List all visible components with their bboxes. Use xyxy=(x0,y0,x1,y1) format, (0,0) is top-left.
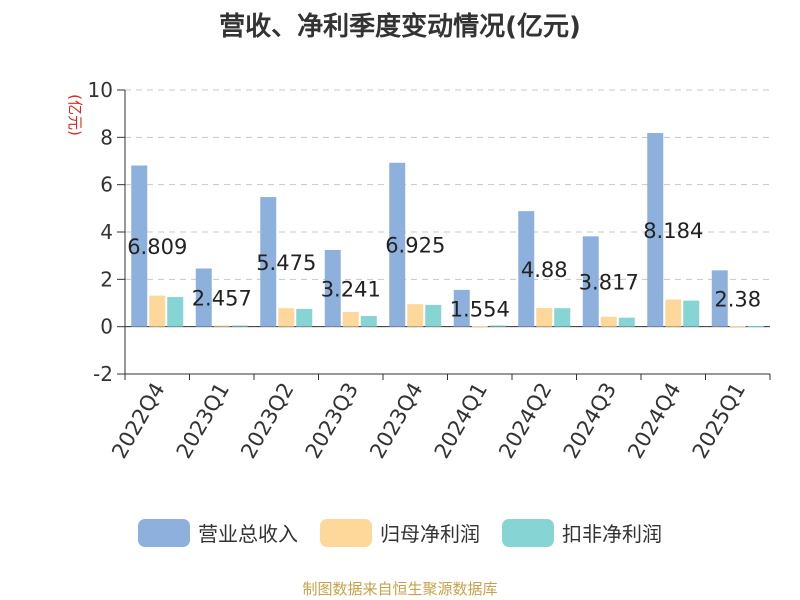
x-tick-label: 2024Q3 xyxy=(559,379,621,463)
bar xyxy=(729,325,746,327)
data-label: 3.241 xyxy=(321,277,381,301)
bar xyxy=(213,325,230,327)
x-tick-label: 2023Q2 xyxy=(236,379,298,463)
bar xyxy=(149,295,166,327)
data-label: 4.88 xyxy=(521,258,568,282)
bar xyxy=(600,316,617,327)
y-tick-label: 10 xyxy=(88,78,113,102)
data-label: 8.184 xyxy=(643,219,703,243)
data-label: 1.554 xyxy=(450,297,510,321)
bar xyxy=(489,325,506,327)
x-tick-label: 2024Q2 xyxy=(494,379,556,463)
x-tick-label: 2024Q4 xyxy=(623,379,685,463)
x-tick-label: 2023Q4 xyxy=(365,379,427,463)
x-tick-label: 2023Q1 xyxy=(172,379,234,463)
bar xyxy=(389,162,406,327)
bar xyxy=(518,211,535,327)
bar xyxy=(711,270,728,327)
bar xyxy=(407,304,424,327)
bar xyxy=(167,297,184,327)
bar xyxy=(296,308,313,327)
data-label: 2.457 xyxy=(192,287,252,311)
legend-swatch-deducted-net-profit xyxy=(502,518,554,547)
bar xyxy=(453,289,470,327)
bar xyxy=(360,316,377,327)
x-tick-label: 2024Q1 xyxy=(430,379,492,463)
bar xyxy=(747,326,764,328)
bar xyxy=(536,307,553,327)
legend-label-revenue: 营业总收入 xyxy=(198,522,298,546)
y-axis-label: (亿元) xyxy=(66,94,84,136)
bar xyxy=(260,197,277,327)
y-tick-label: 2 xyxy=(100,267,113,291)
bar xyxy=(231,325,248,327)
y-tick-label: -2 xyxy=(93,362,113,386)
bar xyxy=(425,304,442,327)
y-tick-label: 8 xyxy=(100,125,113,149)
y-tick-label: 0 xyxy=(100,315,113,339)
legend: 营业总收入 归母净利润 扣非净利润 xyxy=(0,518,800,547)
data-label: 6.925 xyxy=(385,234,445,258)
x-tick-label: 2025Q1 xyxy=(688,379,750,463)
x-tick-label: 2022Q4 xyxy=(107,379,169,463)
legend-item-revenue[interactable]: 营业总收入 xyxy=(138,518,298,547)
y-tick-label: 6 xyxy=(100,173,113,197)
bar xyxy=(647,132,664,327)
bar xyxy=(665,299,682,327)
bar xyxy=(278,308,295,327)
bar xyxy=(582,236,599,327)
data-label: 5.475 xyxy=(256,251,316,275)
x-tick-label: 2023Q3 xyxy=(301,379,363,463)
legend-item-deducted-net-profit[interactable]: 扣非净利润 xyxy=(502,518,662,547)
legend-label-parent-net-profit: 归母净利润 xyxy=(380,522,480,546)
chart-title: 营收、净利季度变动情况(亿元) xyxy=(219,12,581,42)
bar xyxy=(342,311,359,327)
data-label: 2.38 xyxy=(714,288,761,312)
bar xyxy=(554,308,571,327)
legend-swatch-revenue xyxy=(138,518,190,547)
source-note: 制图数据来自恒生聚源数据库 xyxy=(302,580,498,598)
bar xyxy=(471,325,488,327)
data-label: 6.809 xyxy=(127,235,187,259)
bar xyxy=(131,165,148,327)
y-tick-label: 4 xyxy=(100,220,113,244)
legend-swatch-parent-net-profit xyxy=(320,518,372,547)
legend-label-deducted-net-profit: 扣非净利润 xyxy=(562,522,662,546)
data-label: 3.817 xyxy=(579,270,639,294)
legend-item-parent-net-profit[interactable]: 归母净利润 xyxy=(320,518,480,547)
bar xyxy=(683,300,700,327)
bar xyxy=(195,268,212,327)
bar xyxy=(618,317,635,327)
bar xyxy=(324,249,341,327)
